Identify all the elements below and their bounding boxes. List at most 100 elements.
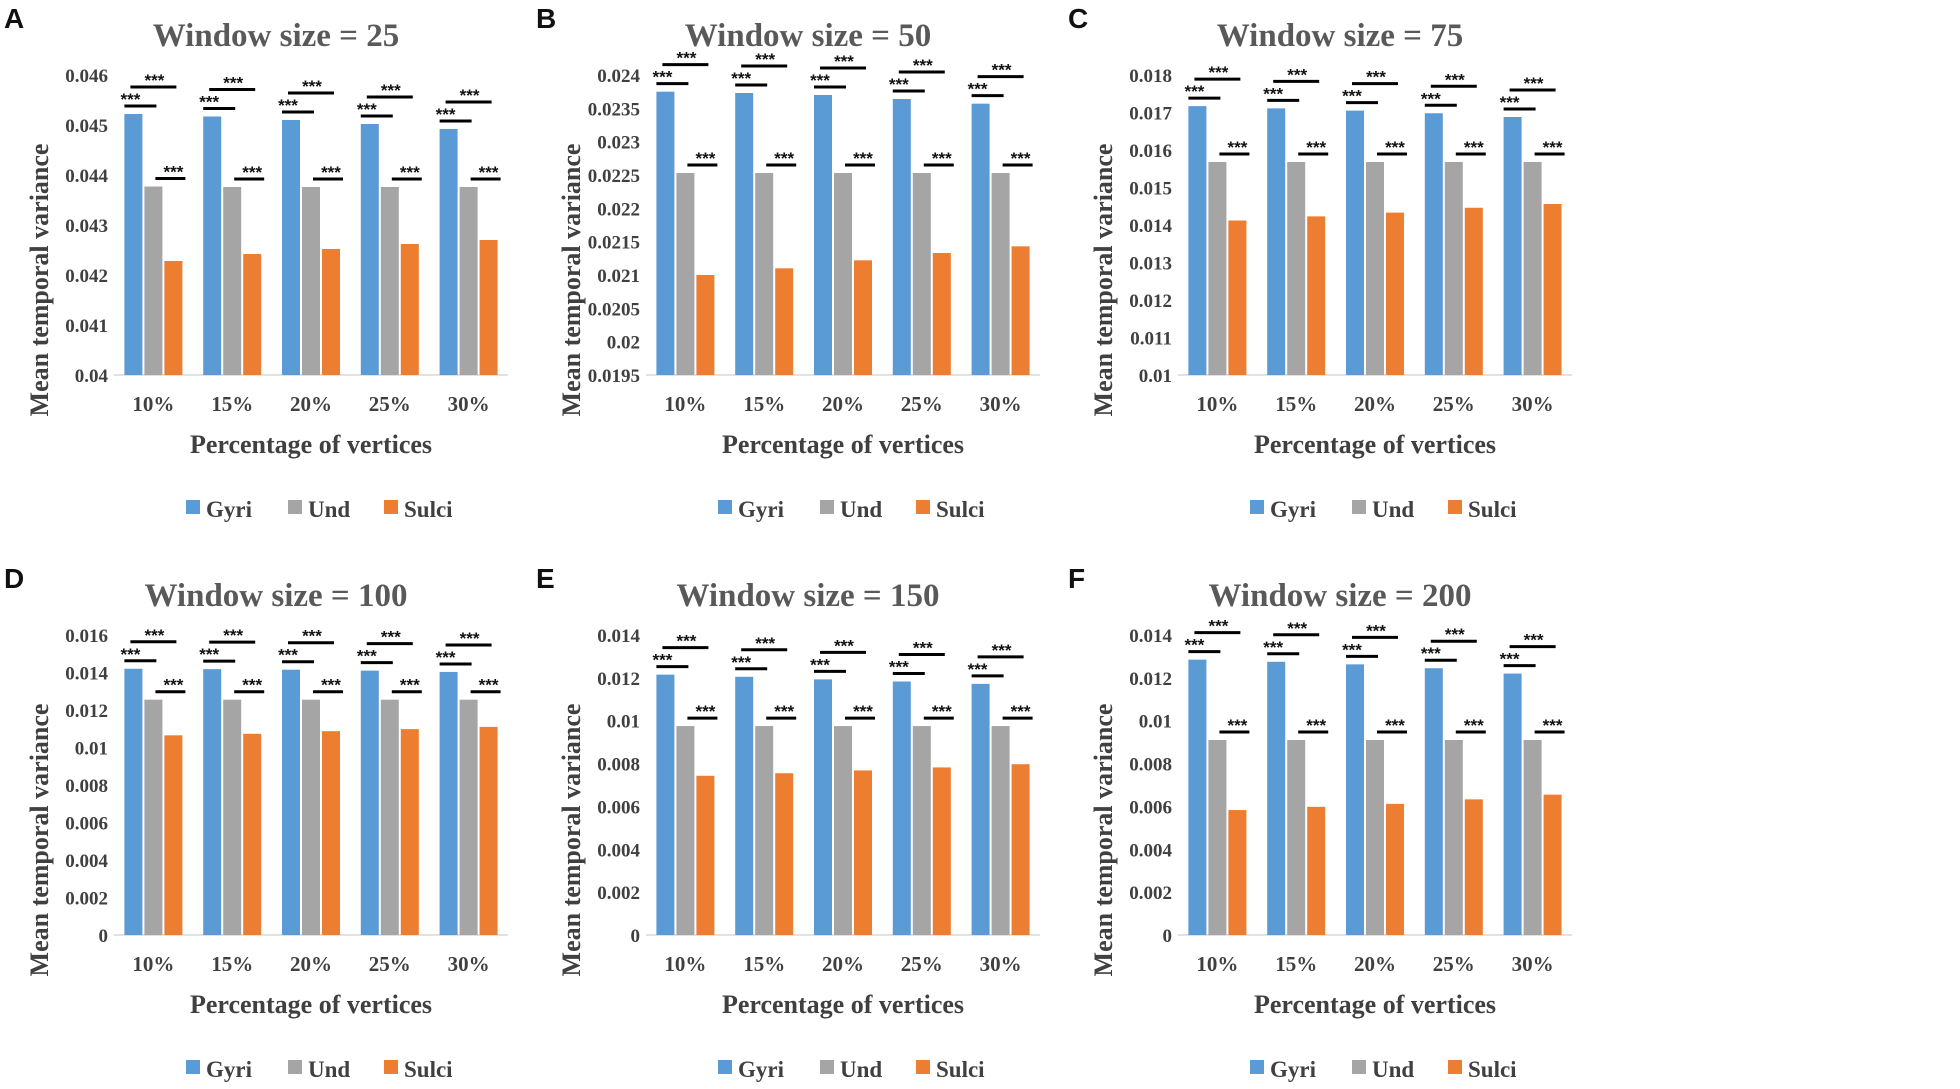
y-tick-label: 0.004: [597, 840, 640, 861]
y-tick-label: 0.021: [597, 266, 640, 287]
sig-label-und-sulci: ***: [1543, 138, 1563, 157]
sig-label-gyri-sulci: ***: [1524, 631, 1544, 650]
x-tick-label: 30%: [1512, 392, 1554, 416]
legend-label-gyri: Gyri: [738, 497, 785, 522]
sig-label-und-sulci: ***: [1464, 716, 1484, 735]
sig-label-und-sulci: ***: [932, 149, 952, 168]
legend-swatch-gyri: [1250, 500, 1264, 514]
sig-label-gyri-sulci: ***: [1208, 63, 1228, 82]
bar-sulci: [854, 260, 872, 375]
x-tick-label: 15%: [1275, 952, 1317, 976]
sig-label-gyri-und: ***: [1184, 82, 1204, 101]
sig-label-und-sulci: ***: [695, 149, 715, 168]
bar-und: [380, 699, 399, 935]
sig-label-und-sulci: ***: [853, 149, 873, 168]
y-tick-label: 0.024: [597, 66, 640, 87]
bar-gyri: [735, 93, 754, 375]
chart-title: Window size = 100: [145, 578, 408, 614]
bar-sulci: [1011, 764, 1030, 935]
x-tick-label: 25%: [901, 952, 943, 976]
y-tick-label: 0.016: [1129, 141, 1172, 162]
bar-und: [1208, 162, 1227, 375]
sig-label-gyri-und: ***: [652, 68, 672, 87]
sig-label-gyri-und: ***: [1421, 644, 1441, 663]
sig-label-gyri-sulci: ***: [381, 628, 401, 647]
bar-und: [459, 699, 478, 935]
bar-und: [223, 187, 242, 375]
sig-label-gyri-sulci: ***: [1445, 70, 1465, 89]
x-tick-label: 20%: [822, 952, 864, 976]
bar-und: [223, 699, 242, 935]
sig-label-gyri-und: ***: [810, 655, 830, 674]
legend-label-gyri: Gyri: [206, 1057, 253, 1082]
x-tick-label: 20%: [290, 952, 332, 976]
panel-c: C Window size = 75 0.01 0.011 0.012 0.013 0.01…: [1068, 3, 1572, 522]
bar-gyri: [282, 669, 300, 935]
x-tick-label: 15%: [211, 392, 253, 416]
y-tick-label: 0.0225: [588, 166, 640, 187]
y-tick-label: 0.042: [65, 266, 108, 287]
legend-label-sulci: Sulci: [404, 1057, 453, 1082]
bar-gyri: [1503, 673, 1522, 935]
y-tick-label: 0.045: [65, 116, 108, 137]
x-tick-label: 15%: [743, 952, 785, 976]
sig-label-gyri-sulci: ***: [302, 77, 322, 96]
legend-label-sulci: Sulci: [1468, 497, 1517, 522]
bar-und: [1366, 740, 1384, 935]
y-tick-label: 0.0195: [588, 366, 640, 387]
sig-label-gyri-sulci: ***: [913, 639, 933, 658]
bar-sulci: [479, 240, 498, 375]
bar-sulci: [164, 261, 183, 375]
bar-sulci: [164, 735, 183, 935]
bar-gyri: [892, 681, 911, 935]
panel-b: B Window size = 50 0.0195 0.02 0.0205 0.021 0.…: [536, 3, 1040, 522]
y-tick-label: 0.014: [1129, 626, 1172, 647]
legend-swatch-und: [1352, 1060, 1366, 1074]
bar-und: [912, 726, 931, 935]
legend-label-gyri: Gyri: [738, 1057, 785, 1082]
bar-gyri: [282, 120, 300, 375]
legend-swatch-gyri: [1250, 1060, 1264, 1074]
sig-label-und-sulci: ***: [695, 702, 715, 721]
y-tick-label: 0.017: [1129, 104, 1172, 125]
bar-sulci: [1228, 810, 1247, 935]
sig-label-und-sulci: ***: [932, 702, 952, 721]
bar-gyri: [124, 114, 143, 375]
y-tick-label: 0.01: [1139, 366, 1172, 387]
bar-und: [676, 726, 695, 935]
y-tick-label: 0.012: [65, 701, 108, 722]
y-tick-label: 0.012: [1129, 291, 1172, 312]
sig-label-gyri-sulci: ***: [144, 626, 164, 645]
bar-sulci: [243, 254, 262, 375]
sig-label-gyri-und: ***: [1500, 93, 1520, 112]
x-tick-label: 25%: [1433, 952, 1475, 976]
legend-swatch-sulci: [384, 1060, 398, 1074]
bar-sulci: [400, 244, 419, 375]
y-tick-label: 0.041: [65, 316, 108, 337]
legend-label-und: Und: [840, 1057, 882, 1082]
y-tick-label: 0.046: [65, 66, 108, 87]
y-tick-label: 0.0205: [588, 299, 640, 320]
sig-label-gyri-und: ***: [1342, 87, 1362, 106]
x-tick-label: 10%: [664, 392, 706, 416]
x-axis-title: Percentage of vertices: [1254, 990, 1496, 1019]
sig-label-und-sulci: ***: [1543, 716, 1563, 735]
y-tick-label: 0.004: [1129, 840, 1172, 861]
y-tick-label: 0.01: [75, 739, 108, 760]
sig-label-und-sulci: ***: [479, 163, 499, 182]
bar-sulci: [1543, 204, 1562, 375]
bar-gyri: [1424, 668, 1443, 935]
y-tick-label: 0.014: [1129, 216, 1172, 237]
legend-swatch-und: [820, 500, 834, 514]
bar-gyri: [360, 124, 379, 375]
sig-label-gyri-und: ***: [810, 71, 830, 90]
legend-label-und: Und: [1372, 497, 1414, 522]
x-axis-title: Percentage of vertices: [722, 430, 964, 459]
sig-label-gyri-sulci: ***: [913, 56, 933, 75]
sig-label-gyri-sulci: ***: [1208, 617, 1228, 636]
bar-und: [144, 186, 163, 375]
panel-d: D Window size = 100 0 0.002 0.004 0.006 0.008 0…: [4, 563, 508, 1082]
sig-label-und-sulci: ***: [853, 702, 873, 721]
sig-label-gyri-und: ***: [357, 100, 377, 119]
bar-gyri: [439, 671, 458, 935]
